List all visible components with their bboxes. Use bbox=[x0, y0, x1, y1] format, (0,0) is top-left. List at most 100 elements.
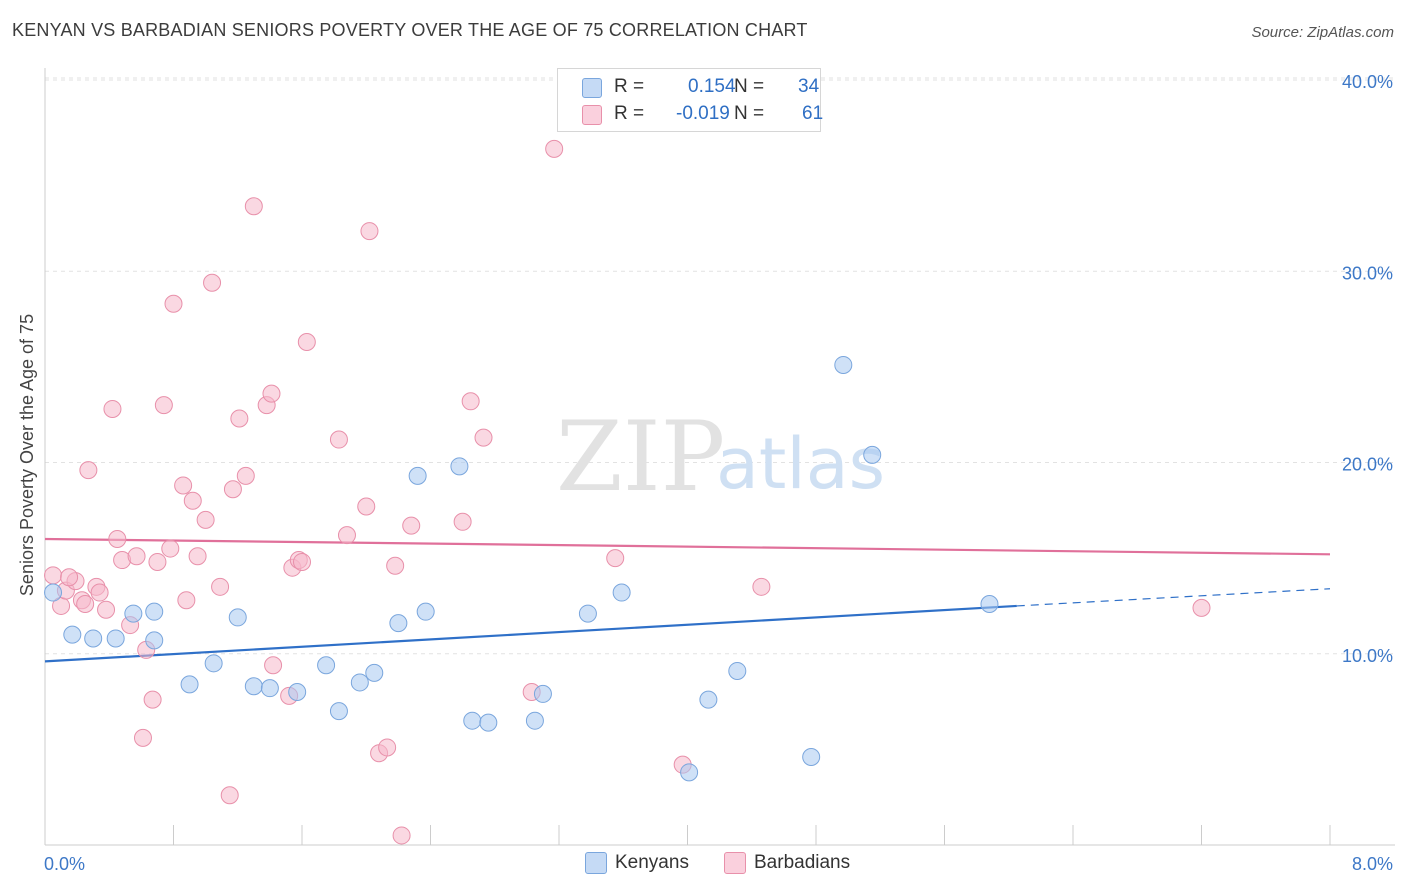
barbadians-point bbox=[44, 566, 63, 585]
kenyans-point bbox=[980, 595, 999, 614]
watermark-atlas: atlas bbox=[716, 423, 885, 505]
barbadians-point bbox=[360, 222, 379, 241]
barbadians-point bbox=[293, 552, 311, 571]
barbadians-point bbox=[297, 333, 316, 352]
barbadians-point bbox=[378, 738, 397, 757]
barbadians-point bbox=[211, 577, 230, 596]
kenyans-point bbox=[416, 602, 435, 621]
kenyans-point bbox=[365, 663, 384, 682]
kenyans-point bbox=[408, 466, 427, 485]
kenyans-point bbox=[329, 702, 348, 721]
barbadians-point bbox=[474, 428, 493, 447]
kenyans-point bbox=[204, 654, 223, 673]
kenyans-point bbox=[578, 604, 597, 623]
barbadians-point bbox=[143, 690, 162, 709]
chart-source: Source: ZipAtlas.com bbox=[1251, 24, 1394, 41]
kenyans-point bbox=[228, 608, 247, 627]
legend-n-label: N = bbox=[734, 103, 765, 124]
kenyans-point bbox=[680, 763, 699, 782]
axes bbox=[44, 68, 1395, 846]
barbadians-point bbox=[154, 396, 173, 415]
barbadians-point bbox=[103, 399, 122, 418]
barbadians-point bbox=[262, 384, 281, 403]
kenyans-point bbox=[389, 614, 408, 633]
barbadians-point bbox=[97, 600, 116, 619]
kenyans-point bbox=[350, 673, 369, 692]
barbadians-point bbox=[752, 577, 771, 596]
y-tick-label: 10.0% bbox=[1342, 646, 1393, 666]
barbadians-point bbox=[337, 526, 356, 545]
barbadians-point bbox=[90, 583, 109, 602]
kenyans-trend-line bbox=[44, 604, 1017, 663]
kenyans-point bbox=[463, 711, 482, 730]
x-tick-labels: 0.0% 8.0% bbox=[44, 854, 1393, 874]
kenyans-point bbox=[533, 684, 552, 703]
barbadians-label: Barbadians bbox=[754, 852, 851, 873]
kenyans-point bbox=[612, 583, 631, 602]
barbadians-point bbox=[545, 139, 564, 158]
kenyans-swatch bbox=[585, 852, 607, 874]
barbadians-swatch bbox=[724, 852, 746, 874]
barbadians-point bbox=[461, 392, 480, 411]
watermark-zip: ZIP bbox=[556, 401, 725, 513]
barbadians-point bbox=[402, 516, 421, 535]
kenyans-point bbox=[124, 604, 143, 623]
barbadians-point bbox=[357, 497, 376, 516]
kenyans-point bbox=[288, 683, 307, 701]
barbadians-point bbox=[133, 728, 152, 747]
kenyans-point bbox=[479, 713, 498, 732]
legend-n-value: 34 bbox=[798, 76, 820, 97]
kenyans-point bbox=[106, 629, 125, 648]
barbadians-point bbox=[386, 556, 405, 575]
kenyans-point bbox=[180, 675, 199, 694]
barbadians-point bbox=[177, 591, 196, 610]
barbadians-point bbox=[453, 512, 472, 531]
kenyans-point bbox=[834, 355, 853, 374]
y-axis-label: Seniors Poverty Over the Age of 75 bbox=[17, 314, 37, 596]
kenyans-point bbox=[317, 656, 336, 675]
barbadians-point bbox=[196, 510, 215, 529]
y-tick-label: 40.0% bbox=[1342, 72, 1393, 92]
data-points bbox=[44, 139, 1211, 845]
barbadians-point bbox=[220, 786, 239, 805]
barbadians-point bbox=[223, 480, 242, 499]
barbadians-point bbox=[392, 826, 411, 845]
kenyans-point bbox=[84, 629, 103, 648]
kenyans-point bbox=[728, 661, 747, 680]
legend-swatch-kenyans bbox=[582, 78, 602, 98]
kenyans-point bbox=[244, 677, 263, 696]
barbadians-trend-line bbox=[44, 537, 1331, 556]
kenyans-point bbox=[525, 711, 544, 730]
legend-r-label: R = bbox=[614, 76, 645, 97]
legend-r-value: 0.154 bbox=[688, 76, 736, 97]
gridlines bbox=[45, 77, 1395, 655]
kenyans-point bbox=[450, 457, 469, 476]
x-tick-label: 8.0% bbox=[1352, 854, 1393, 874]
kenyans-point bbox=[63, 625, 82, 644]
y-tick-label: 30.0% bbox=[1342, 263, 1393, 283]
legend-row-kenyans: R = 0.154 N = 34 bbox=[582, 74, 824, 100]
barbadians-point bbox=[230, 409, 249, 428]
legend-n-value: 61 bbox=[802, 103, 824, 124]
correlation-legend: R = 0.154 N = 34 R = -0.019 N = 61 bbox=[557, 68, 824, 132]
barbadians-point bbox=[60, 568, 79, 587]
kenyans-point bbox=[802, 748, 821, 767]
kenyans-point bbox=[44, 583, 63, 602]
kenyans-point bbox=[260, 679, 279, 698]
barbadians-point bbox=[188, 547, 207, 566]
kenyans-point bbox=[863, 445, 882, 464]
barbadians-point bbox=[164, 294, 183, 313]
barbadians-point bbox=[264, 656, 283, 675]
legend-r-label: R = bbox=[614, 103, 645, 124]
legend-n-label: N = bbox=[734, 76, 765, 97]
barbadians-point bbox=[1192, 598, 1211, 617]
y-tick-labels: 10.0% 20.0% 30.0% 40.0% bbox=[1342, 72, 1393, 666]
y-tick-label: 20.0% bbox=[1342, 455, 1393, 475]
barbadians-point bbox=[148, 552, 167, 571]
legend-row-barbadians: R = -0.019 N = 61 bbox=[582, 101, 824, 127]
chart-title: KENYAN VS BARBADIAN SENIORS POVERTY OVER… bbox=[12, 20, 808, 40]
trend-lines bbox=[44, 537, 1331, 663]
barbadians-point bbox=[329, 430, 348, 449]
barbadians-point bbox=[108, 530, 127, 548]
barbadians-point bbox=[236, 466, 255, 485]
